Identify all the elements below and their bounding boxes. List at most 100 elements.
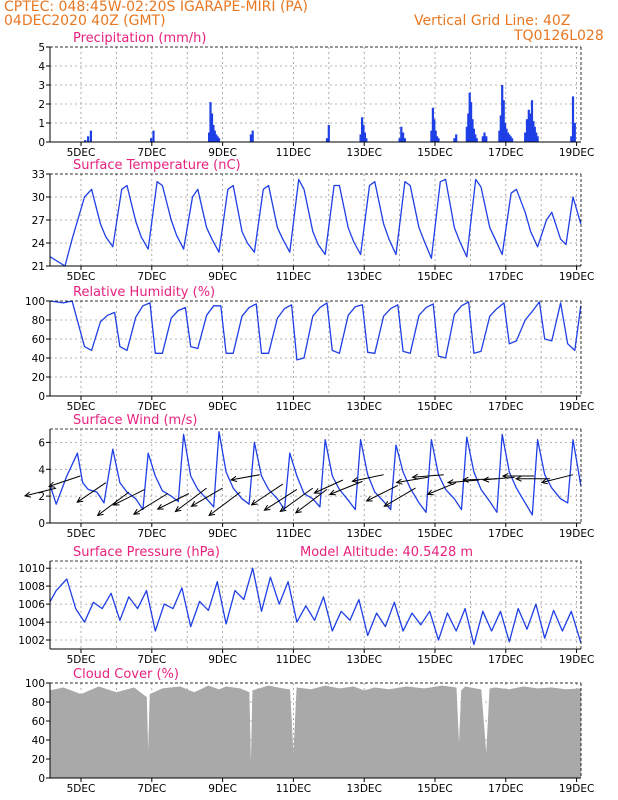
- temp-x-tick-label: 11DEC: [276, 271, 311, 283]
- precip-x-tick-label: 13DEC: [346, 147, 381, 159]
- wind-arrow-shaft: [541, 474, 574, 483]
- precip-bar: [398, 138, 401, 142]
- precip-y-tick-label: 2: [38, 99, 45, 111]
- wind-arrow-head: [365, 495, 373, 502]
- temp-y-tick-label: 30: [32, 192, 45, 204]
- wind-arrow-head: [411, 473, 419, 480]
- wind-arrow-head: [446, 479, 454, 486]
- wind-arrow-shaft: [133, 493, 168, 515]
- precip-bar: [474, 134, 477, 142]
- precip-bar: [363, 132, 366, 142]
- wind-arrow-shaft: [97, 491, 130, 516]
- precip-bar: [327, 124, 330, 142]
- precip-bar: [529, 113, 532, 142]
- cloud-x-tick-label: 17DEC: [488, 783, 523, 795]
- wind-x-tick-label: 7DEC: [137, 528, 166, 540]
- temp-x-tick-label: 7DEC: [137, 271, 166, 283]
- precip-bar: [212, 124, 215, 142]
- cloud-area: [49, 685, 582, 779]
- wind-arrow-head: [461, 476, 469, 483]
- cloud-y-tick-label: 60: [32, 716, 45, 728]
- wind-arrow-shaft: [314, 479, 344, 494]
- pressure-model-altitude: Model Altitude: 40.5428 m: [300, 545, 473, 560]
- humidity-y-tick-label: 80: [32, 315, 45, 327]
- wind-arrow-head: [395, 478, 403, 485]
- precip-bar: [431, 107, 434, 142]
- cloud-x-tick-label: 19DEC: [559, 783, 594, 795]
- pressure-y-tick-label: 1006: [18, 599, 45, 611]
- precip-bar: [471, 119, 474, 142]
- precip-x-tick-label: 17DEC: [488, 147, 523, 159]
- temp-y-tick-label: 33: [32, 169, 45, 181]
- wind-arrow-shaft: [231, 474, 260, 481]
- pressure-y-tick-label: 1008: [18, 581, 45, 593]
- pressure-x-tick-label: 7DEC: [137, 654, 166, 666]
- wind-y-tick-label: 0: [38, 518, 45, 530]
- humidity-x-tick-label: 5DEC: [67, 401, 96, 413]
- humidity-x-tick-label: 7DEC: [137, 401, 166, 413]
- humidity-y-tick-label: 20: [32, 372, 45, 384]
- wind-arrow-head: [76, 496, 84, 503]
- wind-arrow-head: [482, 476, 490, 483]
- pressure-x-tick-label: 11DEC: [276, 654, 311, 666]
- precip-bar: [498, 130, 501, 142]
- wind-arrow-shaft: [76, 482, 107, 503]
- precip-y-tick-label: 4: [38, 61, 45, 73]
- precip-bar: [217, 138, 221, 142]
- temp-x-tick-label: 13DEC: [346, 271, 381, 283]
- wind-arrow-head: [250, 499, 258, 506]
- precip-bar: [475, 138, 478, 142]
- precip-bar: [468, 92, 471, 142]
- wind-arrow-shaft: [280, 487, 314, 512]
- precip-bar: [571, 96, 575, 142]
- precip-bar: [502, 100, 505, 142]
- wind-arrow-shaft: [48, 475, 81, 487]
- wind-y-tick-label: 4: [38, 464, 45, 476]
- precip-x-tick-label: 19DEC: [559, 147, 594, 159]
- precip-bar: [501, 85, 504, 142]
- wind-arrow-head: [279, 505, 287, 513]
- wind-arrow-shaft: [264, 488, 298, 511]
- precip-panel-title: Precipitation (mm/h): [73, 31, 206, 46]
- pressure-x-tick-label: 9DEC: [208, 654, 237, 666]
- precip-bar: [533, 126, 536, 142]
- wind-arrow-shaft: [352, 474, 384, 482]
- wind-arrow-shaft: [157, 493, 190, 510]
- precip-x-tick-label: 15DEC: [417, 147, 452, 159]
- temp-y-tick-label: 21: [32, 261, 45, 273]
- cloud-y-tick-label: 40: [32, 735, 45, 747]
- temp-y-tick-label: 27: [32, 215, 45, 227]
- humidity-series-line: [50, 300, 582, 361]
- pressure-y-tick-label: 1010: [18, 563, 45, 575]
- precip-y-tick-label: 0: [38, 137, 45, 149]
- precip-bar: [481, 136, 484, 142]
- wind-arrow-shaft: [24, 487, 57, 497]
- precip-bar: [213, 130, 216, 142]
- temp-panel-title: Surface Temperature (nC): [73, 158, 241, 173]
- precip-bar: [504, 123, 507, 142]
- precip-bar: [570, 136, 573, 142]
- precip-bar: [532, 121, 535, 142]
- precip-bar: [508, 134, 511, 142]
- wind-arrow-head: [48, 481, 56, 488]
- pressure-y-tick-label: 1002: [18, 635, 45, 647]
- wind-arrow-head: [328, 489, 336, 496]
- precip-bar: [536, 136, 539, 142]
- precip-bar: [210, 113, 214, 142]
- wind-panel-title: Surface Wind (m/s): [73, 413, 197, 428]
- precip-bar: [465, 126, 468, 142]
- pressure-x-tick-label: 13DEC: [346, 654, 381, 666]
- precip-bar: [527, 109, 530, 142]
- wind-arrow-shaft: [191, 487, 223, 507]
- wind-arrow-shaft: [366, 484, 399, 502]
- model-code: TQ0126L028: [514, 28, 604, 44]
- wind-arrow-head: [501, 472, 509, 480]
- cloud-panel-title: Cloud Cover (%): [73, 667, 179, 682]
- wind-arrow-shaft: [384, 487, 416, 507]
- precip-bar: [249, 134, 252, 142]
- wind-series-line: [49, 431, 582, 516]
- location-title: CPTEC: 048:45W-02:20S IGARAPE-MIRI (PA): [4, 0, 309, 15]
- wind-arrow-head: [23, 491, 31, 498]
- cloud-y-tick-label: 0: [38, 773, 45, 785]
